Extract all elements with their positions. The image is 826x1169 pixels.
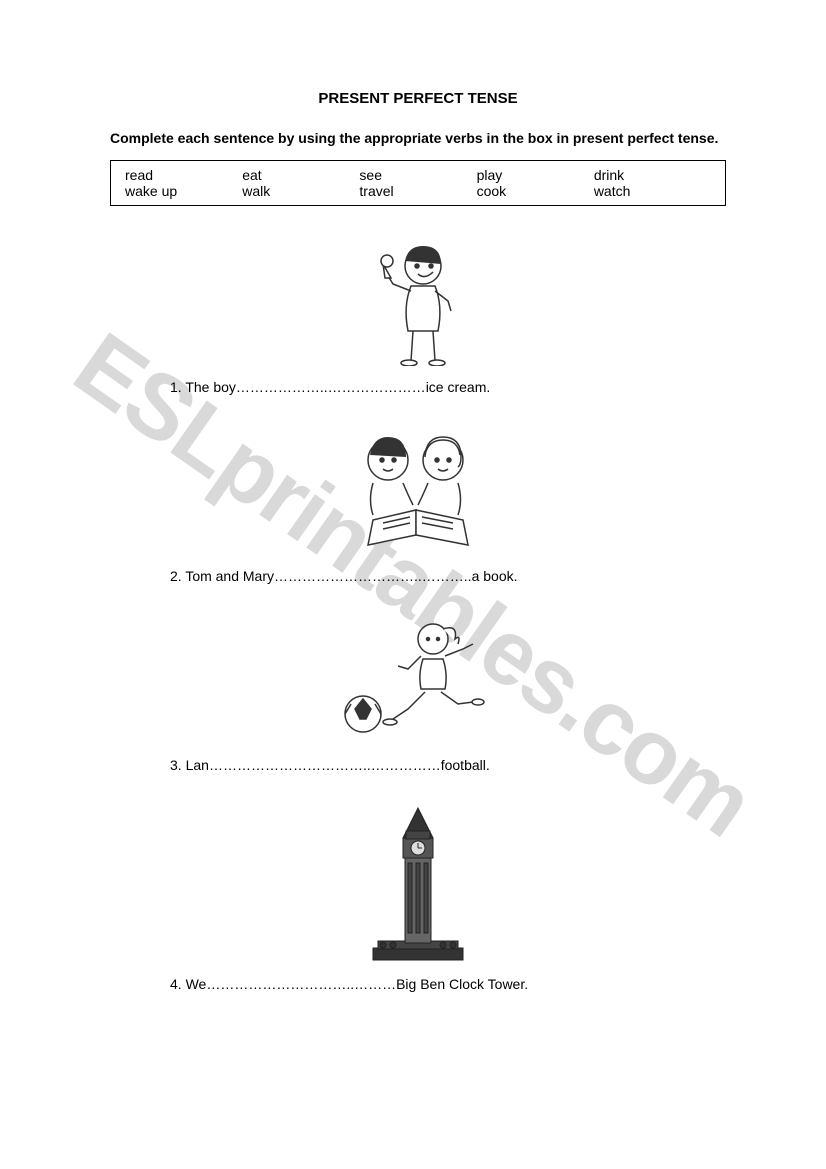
sentence-pre: 3. Lan (170, 757, 209, 773)
verb-cell: eat (242, 167, 359, 183)
sentence-2: 2. Tom and Mary…………………………..………..a book. (110, 568, 726, 584)
image-boy-icecream (110, 236, 726, 371)
sentence-pre: 2. Tom and Mary (170, 568, 274, 584)
verb-cell: travel (359, 183, 476, 199)
exercise-4: 4. We…………………………..………Big Ben Clock Tower. (110, 803, 726, 992)
sentence-dots: ……………………………..…………… (209, 757, 441, 773)
verb-cell: watch (594, 183, 711, 199)
sentence-dots: ………………..………………… (236, 379, 426, 395)
sentence-post: football. (441, 757, 490, 773)
image-big-ben (110, 803, 726, 968)
sentence-post: a book. (472, 568, 518, 584)
verb-cell: drink (594, 167, 711, 183)
sentence-post: ice cream. (426, 379, 491, 395)
sentence-dots: …………………………..……… (206, 976, 396, 992)
exercise-2: 2. Tom and Mary…………………………..………..a book. (110, 425, 726, 584)
verb-row-2: wake up walk travel cook watch (125, 183, 711, 199)
page-title: PRESENT PERFECT TENSE (110, 90, 726, 107)
verb-cell: play (477, 167, 594, 183)
verb-row-1: read eat see play drink (125, 167, 711, 183)
sentence-pre: 1. The boy (170, 379, 236, 395)
sentence-post: Big Ben Clock Tower. (396, 976, 528, 992)
sentence-1: 1. The boy………………..…………………ice cream. (110, 379, 726, 395)
exercise-3: 3. Lan……………………………..……………football. (110, 614, 726, 773)
verb-cell: cook (477, 183, 594, 199)
verb-cell: wake up (125, 183, 242, 199)
image-girl-football (110, 614, 726, 749)
sentence-3: 3. Lan……………………………..……………football. (110, 757, 726, 773)
worksheet-page: PRESENT PERFECT TENSE Complete each sent… (0, 0, 826, 1082)
verb-cell: see (359, 167, 476, 183)
exercise-1: 1. The boy………………..…………………ice cream. (110, 236, 726, 395)
verb-cell: read (125, 167, 242, 183)
instructions-text: Complete each sentence by using the appr… (110, 129, 726, 148)
verb-cell: walk (242, 183, 359, 199)
image-kids-reading (110, 425, 726, 560)
verb-box: read eat see play drink wake up walk tra… (110, 160, 726, 206)
sentence-4: 4. We…………………………..………Big Ben Clock Tower. (110, 976, 726, 992)
sentence-dots: …………………………..……….. (274, 568, 472, 584)
sentence-pre: 4. We (170, 976, 206, 992)
